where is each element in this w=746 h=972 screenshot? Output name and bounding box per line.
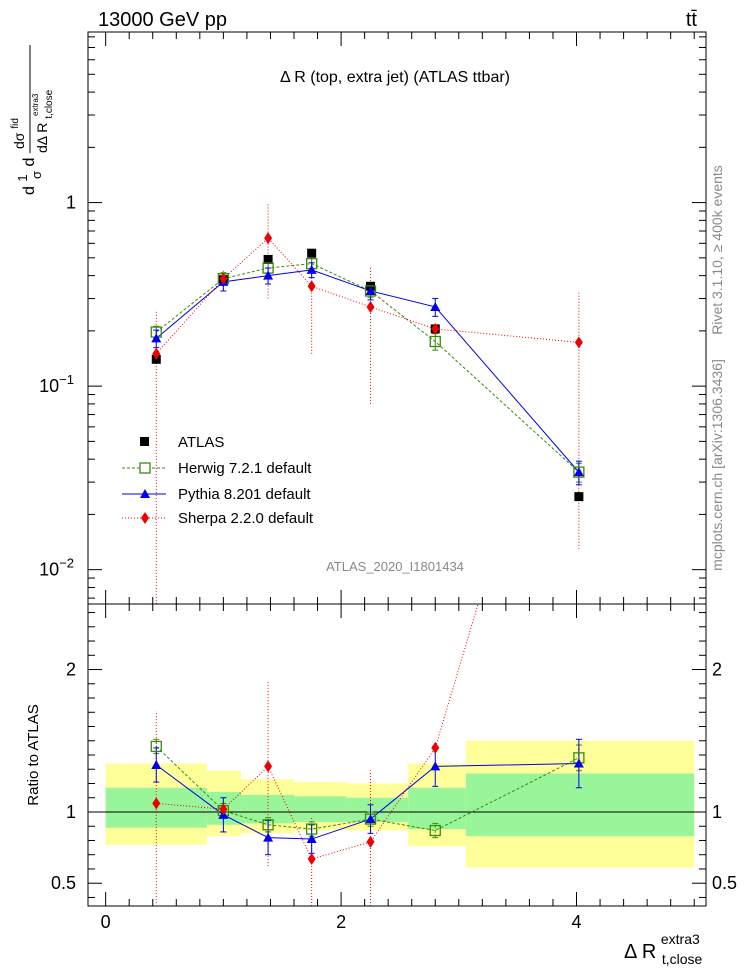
legend-entry-herwig: Herwig 7.2.1 default bbox=[122, 460, 312, 477]
uncertainty-bands bbox=[88, 740, 706, 868]
xlabel-sup: extra3 bbox=[661, 931, 700, 947]
main-panel: 10−2 10−1 1 Δ R (top, extra jet) (ATLAS tt… bbox=[10, 31, 707, 605]
atlas-marker bbox=[307, 248, 317, 258]
sherpa-ratio-marker bbox=[366, 835, 375, 848]
main-panel-data bbox=[150, 204, 585, 604]
pythia-marker bbox=[263, 270, 274, 280]
sherpa-ratio-marker bbox=[307, 852, 316, 865]
ylabel-dsigma: dσ bbox=[11, 132, 27, 149]
plot-title: Δ R (top, extra jet) (ATLAS ttbar) bbox=[280, 69, 510, 86]
pythia-ratio-marker bbox=[306, 834, 317, 844]
legend-marker-pythia bbox=[140, 489, 150, 498]
ratio-y-tick-label: 0.5 bbox=[51, 873, 76, 893]
sherpa-marker bbox=[152, 347, 161, 360]
svg-text:d 1 σ: d 1 σ d bbox=[14, 158, 45, 195]
pythia-ratio-marker bbox=[573, 758, 584, 768]
green-band bbox=[241, 794, 294, 824]
mcplots-label: mcplots.cern.ch [arXiv:1306.3436] bbox=[709, 359, 725, 571]
x-tick-label: 0 bbox=[101, 912, 111, 932]
sherpa-marker bbox=[264, 232, 273, 245]
legend-entry-sherpa: Sherpa 2.2.0 default bbox=[122, 510, 314, 527]
ratio-y-axis-label: Ratio to ATLAS bbox=[25, 704, 42, 805]
ratio-y-tick-label-right: 0.5 bbox=[712, 873, 737, 893]
watermark: ATLAS_2020_I1801434 bbox=[326, 559, 464, 574]
ratio-y-tick-label: 1 bbox=[66, 802, 76, 822]
pythia-ratio-marker bbox=[365, 814, 376, 824]
rivet-label: Rivet 3.1.10, ≥ 400k events bbox=[709, 165, 725, 335]
xlabel-sub: t,close bbox=[662, 951, 703, 967]
svg-text:dσ fid: dσ fid bbox=[10, 118, 27, 149]
y-axis-label: d 1 σ d dσ fid dΔ R t,close extra3 bbox=[10, 45, 55, 195]
ylabel-sigma: σ bbox=[29, 171, 44, 179]
ylabel-sup: extra3 bbox=[31, 93, 40, 116]
legend-marker-herwig bbox=[139, 462, 151, 474]
process-label: tt̄ bbox=[686, 9, 698, 31]
legend-entry-atlas: ATLAS bbox=[140, 434, 224, 451]
ylabel-d1: d bbox=[21, 186, 38, 195]
ratio-y-tick-label-right: 2 bbox=[712, 660, 722, 680]
green-band bbox=[346, 797, 409, 822]
ratio-panel-ticks bbox=[88, 604, 706, 906]
pythia-marker bbox=[365, 285, 376, 295]
pythia-marker bbox=[151, 333, 162, 343]
ylabel-one: 1 bbox=[15, 174, 30, 181]
ratio-panel-tick-labels: 0.5 0.5 1 1 2 2 0 2 4 bbox=[51, 660, 737, 932]
legend-label-pythia: Pythia 8.201 default bbox=[178, 486, 311, 503]
legend-label-atlas: ATLAS bbox=[178, 434, 224, 451]
ratio-panel: 0.5 0.5 1 1 2 2 0 2 4 Ratio to ATLAS Δ R t,close… bbox=[25, 603, 737, 969]
svg-text:dΔ R t,close e: dΔ R t,close extra3 bbox=[31, 86, 55, 153]
ratio-panel-data bbox=[150, 604, 585, 906]
pythia-marker bbox=[306, 264, 317, 274]
energy-label: 13000 GeV pp bbox=[98, 9, 227, 31]
legend-label-sherpa: Sherpa 2.2.0 default bbox=[178, 510, 314, 527]
legend-marker-sherpa bbox=[141, 512, 149, 524]
pythia-marker bbox=[430, 301, 441, 311]
sherpa-ratio-marker bbox=[431, 741, 440, 754]
legend-entry-pythia: Pythia 8.201 default bbox=[122, 486, 311, 503]
x-tick-label: 4 bbox=[572, 912, 582, 932]
sherpa-marker bbox=[219, 272, 228, 285]
legend-label-herwig: Herwig 7.2.1 default bbox=[178, 460, 312, 477]
sherpa-marker bbox=[366, 300, 375, 313]
y-tick-label: 10−2 bbox=[39, 556, 74, 580]
x-tick-label: 2 bbox=[336, 912, 346, 932]
y-tick-label: 10−1 bbox=[39, 372, 74, 396]
herwig-ratio-marker bbox=[262, 819, 274, 831]
ratio-y-tick-label: 2 bbox=[66, 660, 76, 680]
ylabel-fid: fid bbox=[10, 118, 21, 129]
sherpa-marker bbox=[431, 322, 440, 335]
herwig-ratio-marker bbox=[150, 740, 162, 753]
sherpa-ratio-marker bbox=[152, 797, 161, 810]
pythia-ratio-marker bbox=[430, 761, 441, 771]
green-band bbox=[408, 787, 466, 830]
main-panel-y-tick-labels: 10−2 10−1 1 bbox=[39, 193, 76, 580]
ylabel-sub: t,close bbox=[44, 89, 55, 118]
legend-marker-atlas bbox=[140, 437, 149, 446]
ylabel-ddelta: dΔ R bbox=[34, 123, 50, 153]
sherpa-ratio-marker bbox=[219, 803, 228, 816]
ylabel-d2: d bbox=[21, 158, 38, 167]
pythia-ratio-marker bbox=[151, 759, 162, 769]
y-tick-label: 1 bbox=[66, 193, 76, 213]
herwig-marker bbox=[429, 335, 441, 348]
green-band bbox=[465, 773, 695, 837]
sherpa-marker bbox=[574, 336, 583, 349]
main-panel-ticks bbox=[88, 32, 706, 604]
atlas-marker bbox=[263, 254, 273, 264]
legend: ATLAS Herwig 7.2.1 default Pythia 8.201 … bbox=[122, 434, 314, 527]
green-band bbox=[294, 796, 347, 822]
sherpa-ratio-marker bbox=[264, 760, 273, 773]
xlabel-main: Δ R bbox=[624, 941, 656, 963]
sherpa-marker bbox=[307, 280, 316, 293]
ratio-y-tick-label-right: 1 bbox=[712, 802, 722, 822]
herwig-ratio-marker bbox=[429, 824, 441, 837]
pythia-ratio-marker bbox=[263, 832, 274, 842]
x-axis-label: Δ R t,close extra3 bbox=[624, 931, 708, 969]
pythia-marker bbox=[573, 467, 584, 477]
atlas-marker bbox=[574, 492, 584, 502]
